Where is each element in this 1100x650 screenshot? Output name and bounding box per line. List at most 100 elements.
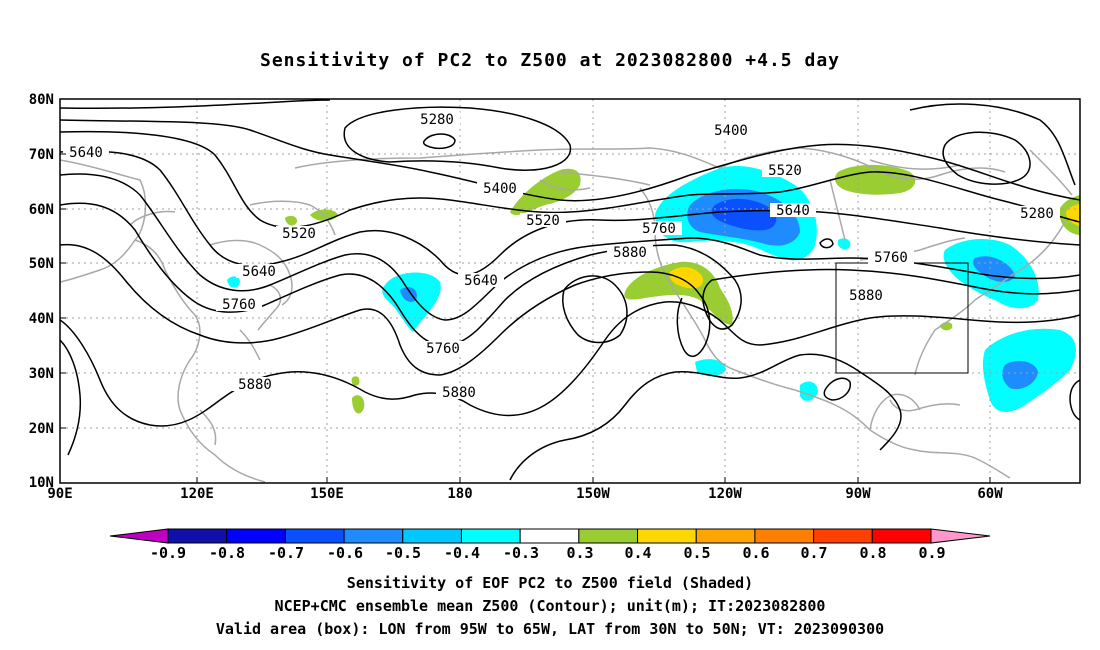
colorbar-label: -0.8	[209, 544, 245, 562]
contour-label: 5280	[414, 112, 460, 128]
contour-label: 5400	[708, 123, 754, 139]
svg-text:5640: 5640	[69, 145, 103, 161]
colorbar-box	[167, 528, 228, 544]
colorbar: -0.9 -0.8 -0.7 -0.6 -0.5 -0.4 -0.3 0.3 0…	[109, 528, 991, 562]
colorbar-label: 0.5	[683, 544, 710, 562]
colorbar-label: -0.5	[385, 544, 421, 562]
colorbar-labels: -0.9 -0.8 -0.7 -0.6 -0.5 -0.4 -0.3 0.3 0…	[150, 544, 946, 562]
svg-text:5880: 5880	[613, 245, 647, 261]
contour-label: 5640	[63, 145, 109, 161]
svg-text:5520: 5520	[526, 213, 560, 229]
contour-label: 5880	[232, 377, 278, 393]
lon-label: 150W	[576, 486, 610, 502]
colorbar-box	[226, 528, 286, 544]
colorbar-box	[343, 528, 404, 544]
lat-label: 60N	[29, 202, 54, 218]
lat-label: 70N	[29, 147, 54, 163]
contour-labels: 5280 5640 5400 5520 5400 5520 5640 5520 …	[63, 112, 1060, 401]
shade-positive-region	[624, 261, 733, 325]
caption-contour: NCEP+CMC ensemble mean Z500 (Contour); u…	[274, 597, 826, 615]
colorbar-label: -0.9	[150, 544, 186, 562]
svg-text:5400: 5400	[714, 123, 748, 139]
lon-label: 180	[447, 486, 472, 502]
lon-label: 150E	[310, 486, 344, 502]
contour-label: 5760	[420, 341, 466, 357]
colorbar-label: -0.7	[268, 544, 304, 562]
shade-negative-core	[400, 287, 417, 302]
lon-label: 120W	[708, 486, 742, 502]
shade-positive-small	[351, 376, 360, 386]
colorbar-label: -0.6	[327, 544, 363, 562]
colorbar-box	[402, 528, 462, 544]
contour-label: 5520	[520, 213, 566, 229]
map-background	[60, 99, 1080, 483]
colorbar-right-arrow	[930, 528, 991, 544]
shade-positive-region	[510, 168, 581, 215]
colorbar-label: -0.3	[503, 544, 539, 562]
svg-text:5760: 5760	[642, 221, 676, 237]
axis-ticks	[60, 98, 991, 483]
lat-label: 50N	[29, 256, 54, 272]
shade-positive-region	[834, 164, 916, 195]
colorbar-label: 0.7	[800, 544, 827, 562]
svg-text:5880: 5880	[442, 385, 476, 401]
svg-text:5520: 5520	[282, 226, 316, 242]
colorbar-box	[871, 528, 932, 544]
contour-label: 5760	[868, 250, 914, 266]
lon-label: 90W	[845, 486, 871, 502]
svg-text:5640: 5640	[776, 203, 810, 219]
contour-label: 5640	[458, 273, 504, 289]
contour-label: 5640	[236, 264, 282, 280]
contour-label: 5520	[276, 226, 322, 242]
colorbar-box	[754, 528, 815, 544]
colorbar-label: 0.4	[624, 544, 651, 562]
lat-label: 80N	[29, 92, 54, 108]
contour-label: 5760	[216, 297, 262, 313]
colorbar-box	[637, 528, 697, 544]
colorbar-label: 0.3	[566, 544, 593, 562]
lon-label: 90E	[47, 486, 72, 502]
lon-label: 120E	[180, 486, 214, 502]
svg-text:5760: 5760	[874, 250, 908, 266]
contour-label: 5880	[843, 288, 889, 304]
latitude-labels: 80N 70N 60N 50N 40N 30N 20N 10N	[29, 92, 54, 491]
contour-label: 5520	[762, 163, 808, 179]
page-title: Sensitivity of PC2 to Z500 at 2023082800…	[259, 50, 840, 71]
colorbar-left-arrow	[109, 528, 169, 544]
svg-text:5400: 5400	[483, 181, 517, 197]
contour-label: 5880	[436, 385, 482, 401]
colorbar-box	[813, 528, 873, 544]
shade-positive-small	[285, 215, 298, 226]
colorbar-box	[460, 528, 521, 544]
lat-label: 30N	[29, 366, 54, 382]
lat-label: 10N	[29, 475, 54, 491]
contour-label: 5880	[607, 245, 653, 261]
lat-label: 20N	[29, 421, 54, 437]
graticule	[60, 99, 1080, 483]
caption-shading: Sensitivity of EOF PC2 to Z500 field (Sh…	[346, 574, 754, 592]
svg-text:5880: 5880	[238, 377, 272, 393]
contour-label: 5280	[1014, 206, 1060, 222]
contour-label: 5760	[636, 221, 682, 237]
lon-label: 60W	[977, 486, 1003, 502]
svg-text:5640: 5640	[464, 273, 498, 289]
colorbar-label: 0.8	[859, 544, 886, 562]
shade-negative-small	[695, 359, 726, 377]
shade-negative-small	[227, 276, 240, 288]
shade-negative-small	[837, 238, 851, 250]
colorbar-label: -0.4	[444, 544, 480, 562]
colorbar-label: 0.9	[918, 544, 945, 562]
colorbar-box	[284, 528, 345, 544]
contour-label: 5400	[477, 181, 523, 197]
shade-positive-core	[669, 267, 704, 289]
lat-label: 40N	[29, 311, 54, 327]
colorbar-box	[578, 528, 639, 544]
svg-text:5520: 5520	[768, 163, 802, 179]
colorbar-box	[519, 528, 580, 544]
svg-text:5880: 5880	[849, 288, 883, 304]
shade-positive-small	[352, 395, 365, 414]
map-frame	[59, 98, 1081, 484]
svg-text:5640: 5640	[242, 264, 276, 280]
svg-text:5760: 5760	[222, 297, 256, 313]
caption-valid-area: Valid area (box): LON from 95W to 65W, L…	[215, 620, 885, 638]
